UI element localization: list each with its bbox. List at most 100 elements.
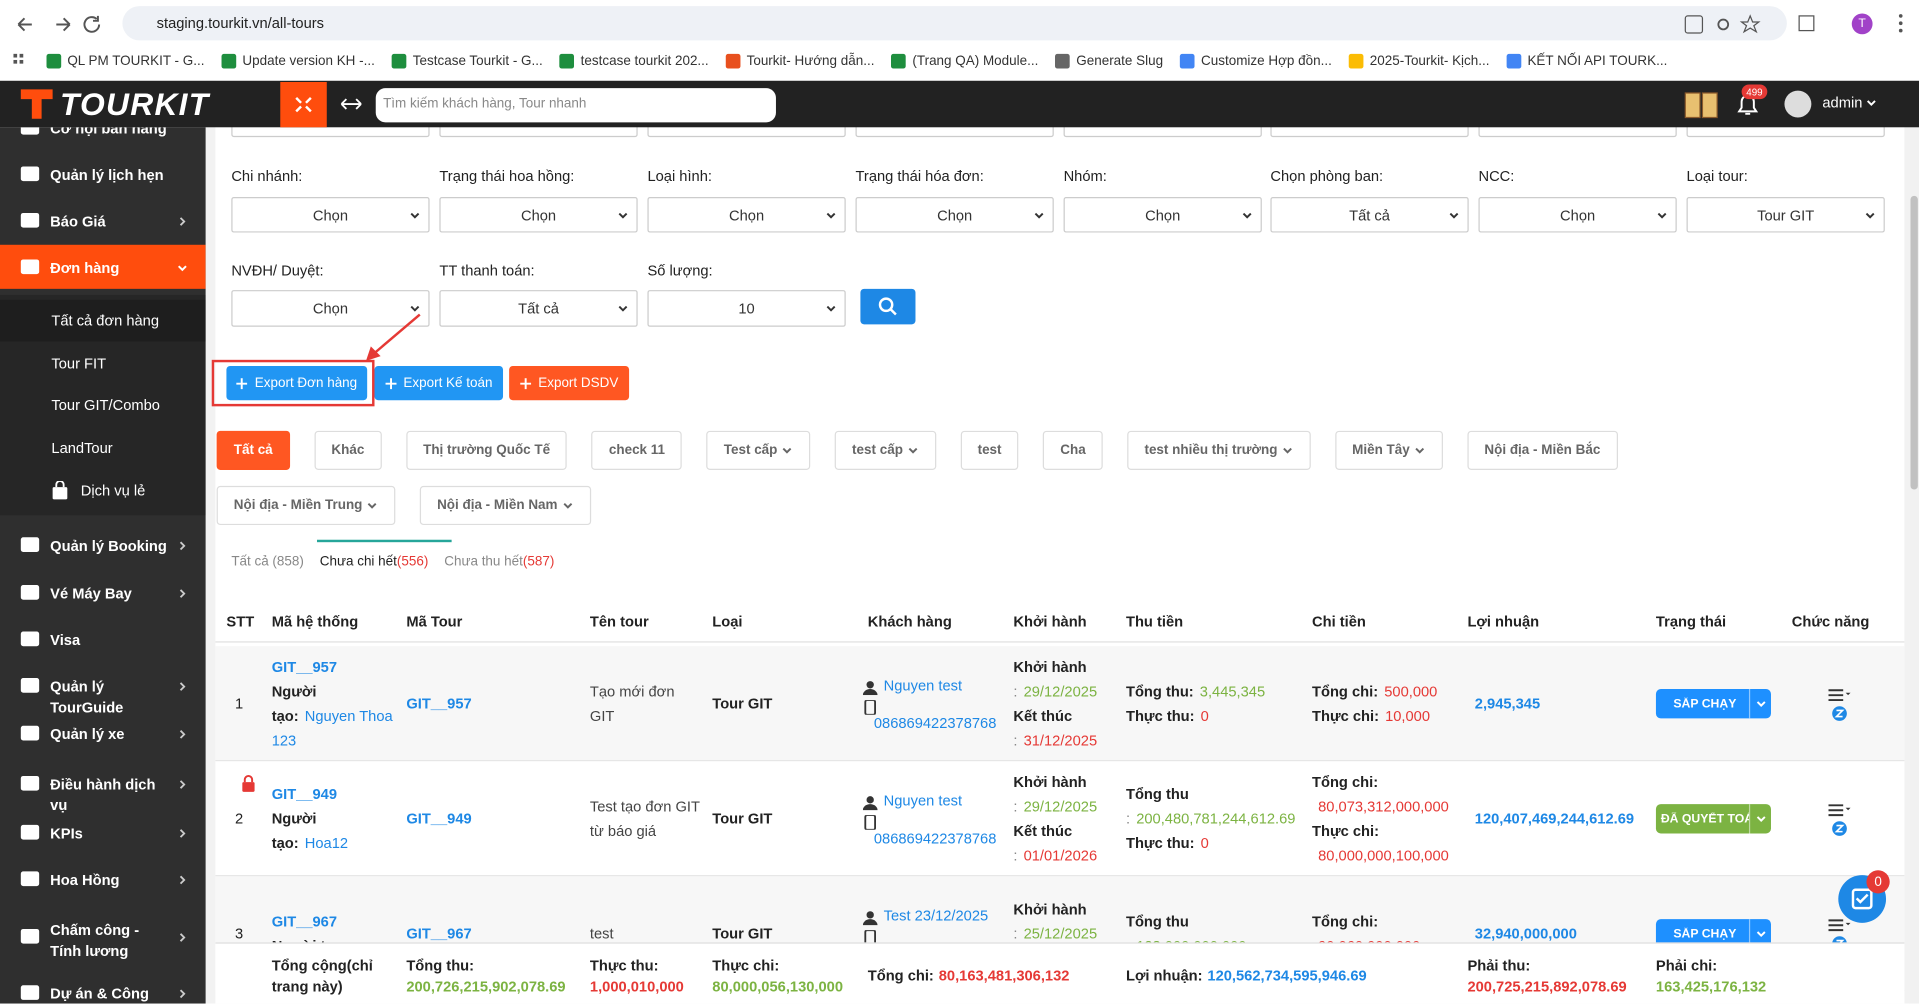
search-button[interactable]: [860, 289, 915, 324]
submenu-item[interactable]: LandTour: [0, 427, 206, 469]
filter-tag[interactable]: Thị trường Quốc Tế: [406, 431, 567, 470]
customer-phone[interactable]: 086869422378768: [874, 712, 1007, 734]
filter-select[interactable]: Tất cả: [1270, 197, 1468, 232]
filter-tag[interactable]: test cấp: [835, 431, 936, 470]
status-button[interactable]: SẮP CHẠY: [1656, 689, 1771, 718]
user-menu[interactable]: admin: [1822, 94, 1877, 111]
bookmark[interactable]: 2025-Tourkit- Kịch...: [1349, 54, 1490, 69]
chevron: [1448, 209, 1460, 221]
customer-name[interactable]: Test 23/12/2025: [884, 903, 989, 927]
status: SẮP CHẠY: [1656, 927, 1749, 940]
total-label: Tổng cộng(chỉ trang này): [272, 957, 373, 995]
sidebar-item[interactable]: Quản lý TourGuide: [0, 663, 206, 707]
tag-label: Nội địa - Miền Trung: [234, 498, 363, 513]
sidebar-item[interactable]: Đơn hàng: [0, 245, 206, 289]
creator: Người tạo:Hoa12: [272, 806, 394, 855]
bookmark-label: Customize Hợp đồn...: [1201, 54, 1332, 69]
sep: :: [1013, 846, 1017, 863]
tour-name-cell: Tạo mới đơn GIT: [590, 646, 700, 760]
person-icon: [863, 677, 878, 692]
tour-code[interactable]: GIT__949: [406, 806, 565, 830]
filter-tag[interactable]: Nội địa - Miền Bắc: [1467, 431, 1617, 470]
chevron: [1754, 698, 1766, 710]
tab[interactable]: Chưa chi hết(556): [320, 554, 429, 569]
bookmark[interactable]: KẾT NỐI API TOURK...: [1507, 54, 1668, 69]
customer-name[interactable]: Nguyen test: [884, 673, 962, 697]
filter-tag[interactable]: Cha: [1043, 431, 1103, 470]
bookmark[interactable]: testcase tourkit 202...: [560, 54, 709, 69]
filter-tag[interactable]: check 11: [592, 431, 682, 470]
expense-cell: Tổng chi:500,000Thực chi:10,000: [1312, 646, 1465, 760]
expand-button[interactable]: [280, 82, 327, 127]
submenu-item[interactable]: Tour FIT: [0, 343, 206, 385]
filter-select[interactable]: Chọn: [439, 197, 637, 232]
system-code[interactable]: GIT__949: [272, 781, 394, 805]
status-button[interactable]: ĐÃ QUYẾT TOÁ: [1656, 804, 1771, 833]
filter-tag[interactable]: Nội địa - Miền Trung: [217, 485, 396, 524]
filter-tag[interactable]: test: [960, 431, 1018, 470]
bookmark-icon: [392, 54, 407, 69]
filter-select[interactable]: Tour GIT: [1687, 197, 1885, 232]
tab[interactable]: Tất cả(858): [231, 554, 304, 569]
customer-name[interactable]: Nguyen test: [884, 788, 962, 812]
menu-icon: [20, 535, 42, 555]
expense: Tổng chi:500,000: [1312, 679, 1465, 703]
sidebar-item[interactable]: Dự án & Công việc: [0, 971, 206, 1004]
filter-label: Trạng thái hoa hồng:: [439, 168, 574, 185]
bookmark[interactable]: Testcase Tourkit - G...: [392, 54, 543, 69]
filter-select[interactable]: Chọn: [647, 197, 845, 232]
sidebar-item[interactable]: Quản lý Booking: [0, 523, 206, 567]
submenu-item[interactable]: Dịch vụ lẻ: [0, 470, 206, 512]
tab[interactable]: Chưa thu hết(587): [444, 554, 554, 569]
scroll-thumb[interactable]: [1911, 196, 1918, 490]
filter-select[interactable]: Tất cả: [439, 290, 637, 327]
filter-value: Chọn: [937, 206, 972, 223]
profile-avatar[interactable]: T: [1852, 13, 1873, 34]
filter-select[interactable]: Chọn: [1064, 197, 1262, 232]
submenu-item[interactable]: Tất cả đơn hàng: [0, 300, 206, 342]
sidebar-item[interactable]: Quản lý lịch hẹn: [0, 152, 206, 196]
action-icons: [1827, 802, 1851, 839]
sidebar-item[interactable]: Quản lý xe: [0, 711, 206, 755]
sidebar-item[interactable]: Điều hành dịch vụ: [0, 761, 206, 805]
filter-tag[interactable]: Khác: [314, 431, 381, 470]
system-code[interactable]: GIT__967: [272, 909, 394, 933]
sep: :: [1013, 925, 1017, 942]
sidebar-item[interactable]: Vé Máy Bay: [0, 570, 206, 614]
export-button[interactable]: Export DSDV: [509, 366, 629, 400]
profit: 120,407,469,244,612.69: [1475, 806, 1652, 830]
submenu-item[interactable]: Tour GIT/Combo: [0, 384, 206, 426]
sidebar-item[interactable]: Chấm công - Tính lương: [0, 914, 206, 968]
filter-tag[interactable]: Nội địa - Miền Nam: [420, 485, 591, 524]
bookmark[interactable]: Tourkit- Hướng dẫn...: [726, 54, 875, 69]
bookmark[interactable]: Customize Hợp đồn...: [1180, 54, 1332, 69]
search-icon: [860, 289, 915, 324]
notification-badge[interactable]: 499: [1742, 84, 1768, 99]
bookmark[interactable]: (Trang QA) Module...: [892, 54, 1039, 69]
search-input[interactable]: Tìm kiếm khách hàng, Tour nhanh: [376, 88, 776, 122]
filter-tag[interactable]: Test cấp: [707, 431, 811, 470]
filter-tag[interactable]: Miền Tây: [1335, 431, 1443, 470]
export-button[interactable]: Export Kế toán: [375, 366, 504, 400]
filter-select[interactable]: 10: [647, 290, 845, 327]
bookmark[interactable]: Update version KH -...: [222, 54, 375, 69]
filter-tag[interactable]: Tất cả: [217, 431, 290, 470]
filter-select[interactable]: Chọn: [231, 197, 429, 232]
sidebar-item[interactable]: KPIs: [0, 810, 206, 854]
menu-label: Visa: [50, 630, 172, 651]
filter-select[interactable]: Chọn: [856, 197, 1054, 232]
creator-name[interactable]: Hoa12: [305, 834, 348, 851]
menu-chevron: [176, 777, 188, 789]
tour-code[interactable]: GIT__957: [406, 691, 565, 715]
bookmark[interactable]: QL PM TOURKIT - G...: [47, 54, 205, 69]
filter-tag[interactable]: test nhiều thị trường: [1127, 431, 1310, 470]
sidebar-item[interactable]: Báo Giá: [0, 198, 206, 242]
address-bar[interactable]: staging.tourkit.vn/all-tours: [122, 6, 1787, 40]
sidebar-item[interactable]: Visa: [0, 617, 206, 661]
customer-phone[interactable]: 086869422378768: [874, 827, 1007, 849]
system-code[interactable]: GIT__957: [272, 654, 394, 678]
sidebar-item[interactable]: Cơ hội bán hàng: [0, 127, 206, 149]
sidebar-item[interactable]: Hoa Hồng: [0, 857, 206, 901]
filter-select[interactable]: Chọn: [1478, 197, 1676, 232]
bookmark[interactable]: Generate Slug: [1055, 54, 1163, 69]
